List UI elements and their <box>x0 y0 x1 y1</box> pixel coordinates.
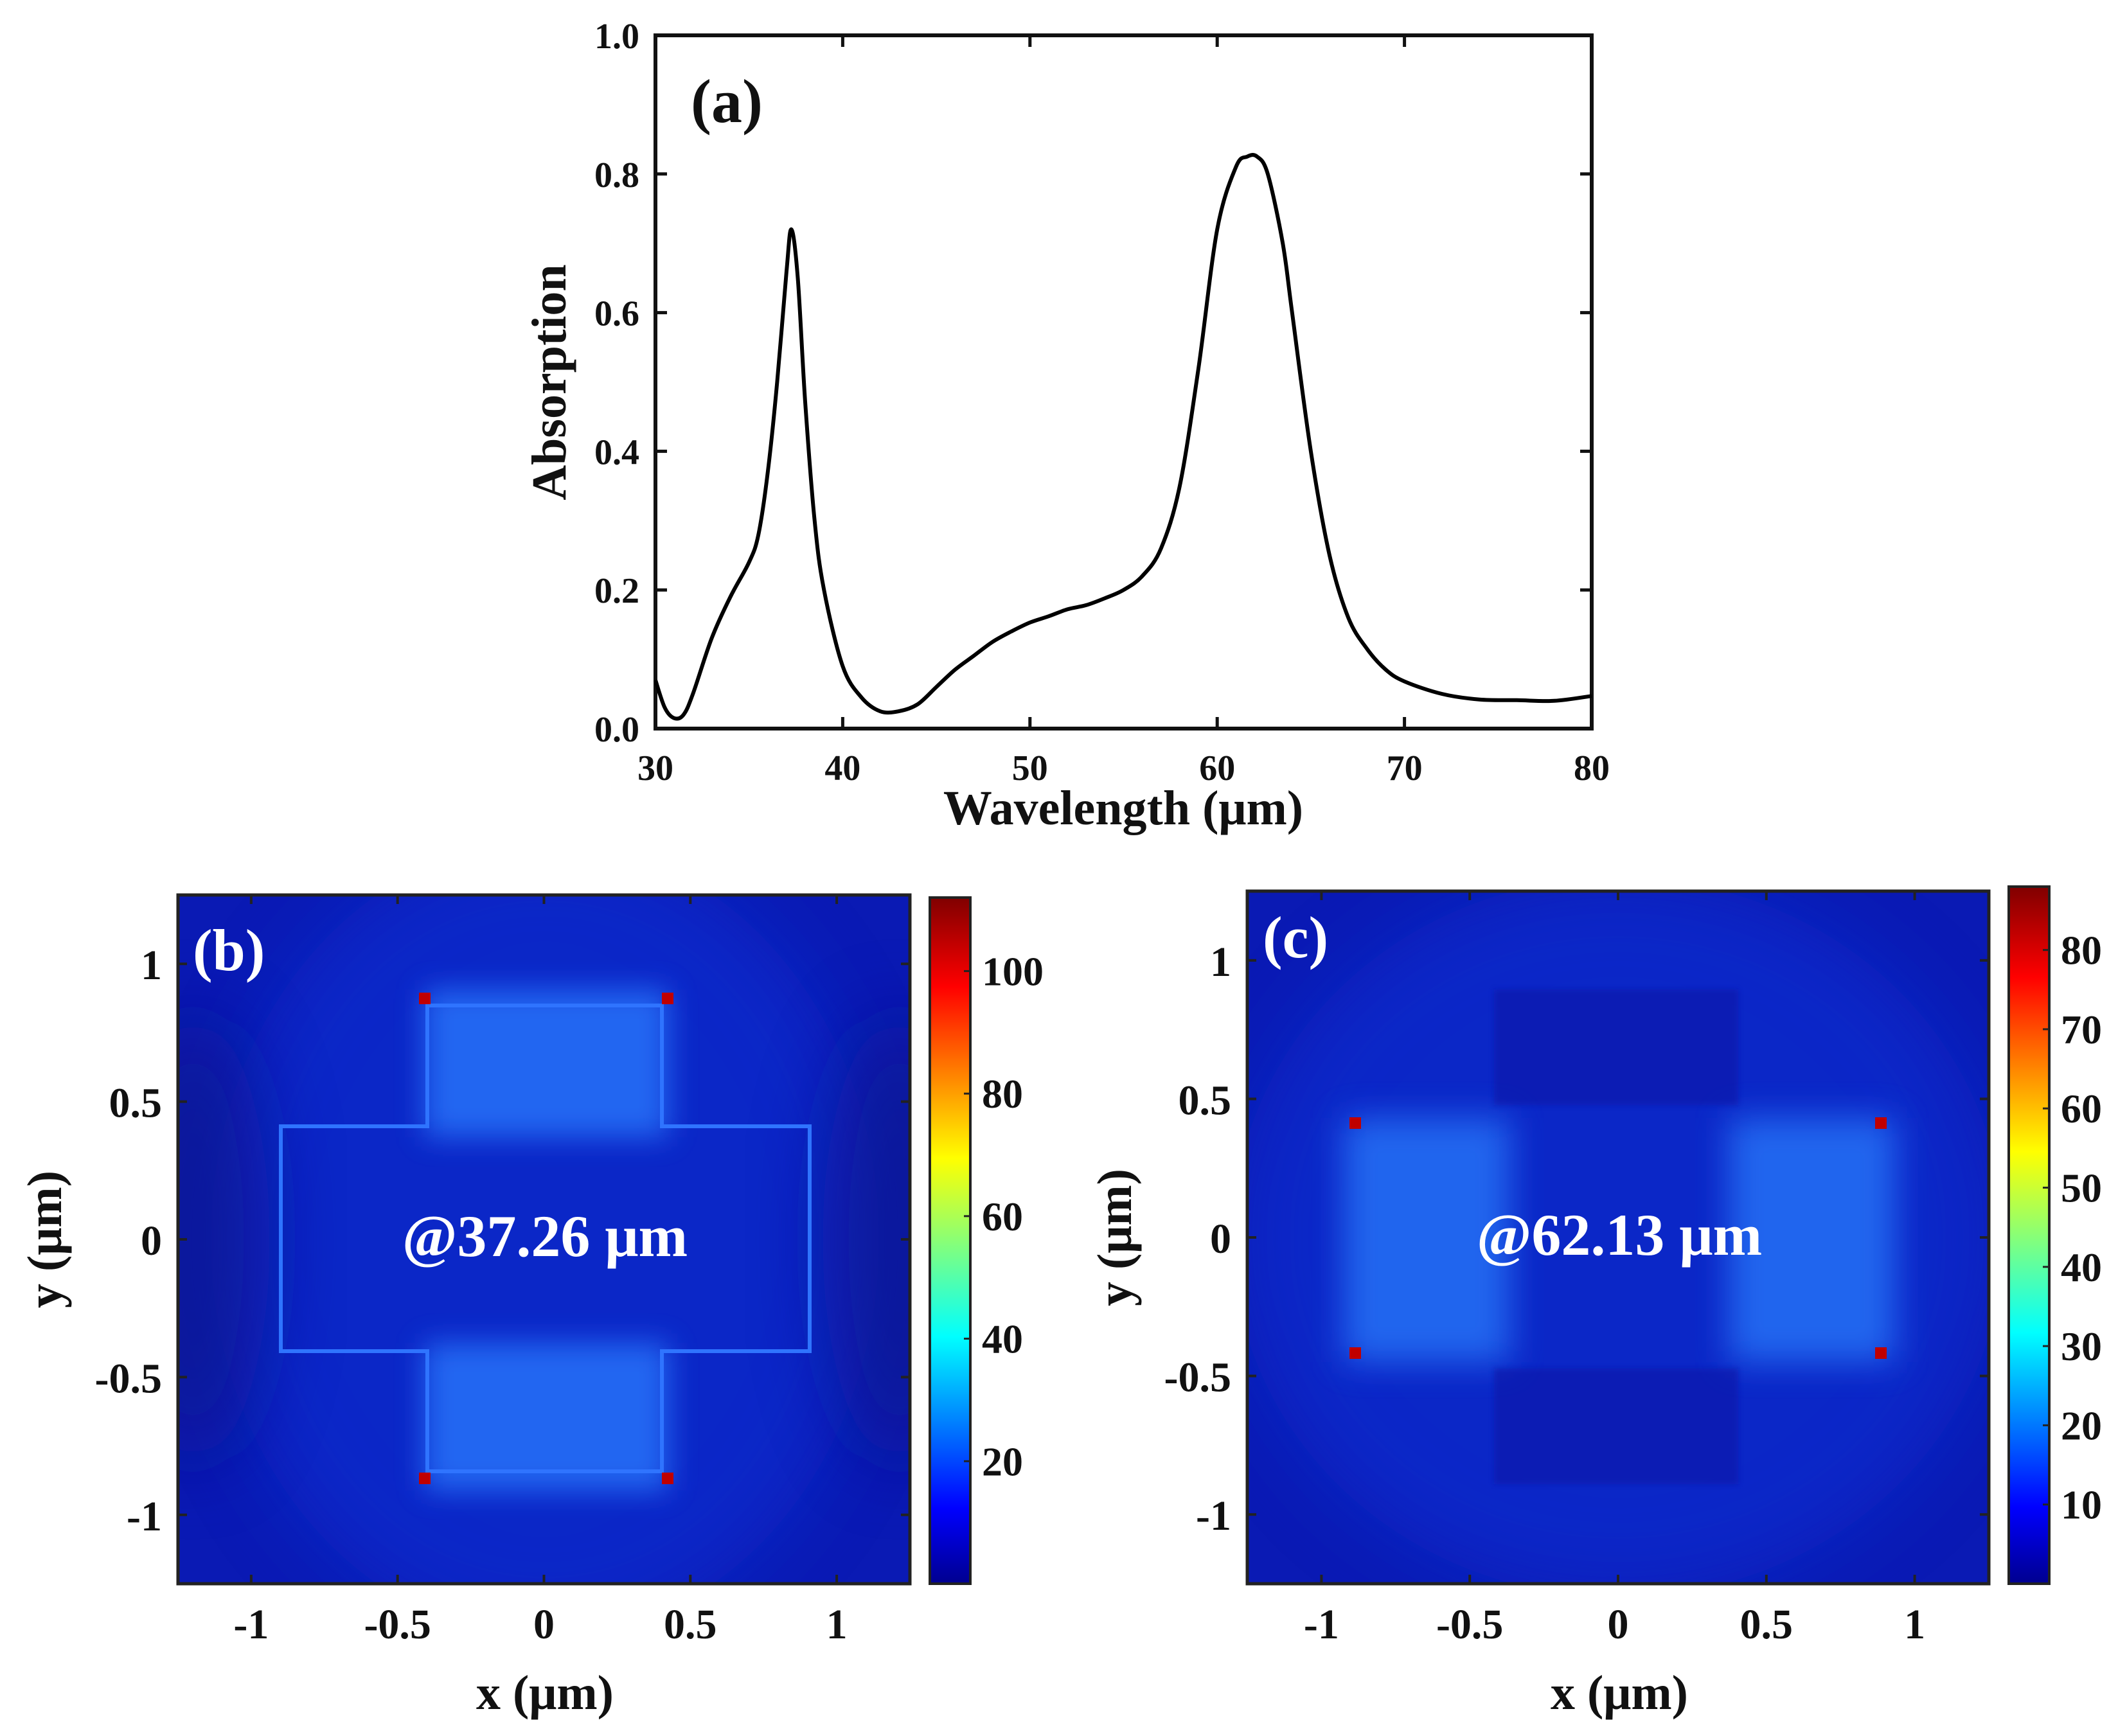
panel-a-tick-labels: 30 40 50 60 70 80 0.0 0.2 0.4 0.6 0.8 1.0 <box>594 17 1610 788</box>
panel-a-xtick-label: 80 <box>1574 748 1610 788</box>
panel-b-xtick-label: -0.5 <box>364 1601 431 1648</box>
panel-b-cbar-tick-label: 20 <box>982 1439 1023 1484</box>
panel-a-xtick-label: 50 <box>1012 748 1048 788</box>
panel-c-cbar-tick-label: 60 <box>2061 1086 2102 1131</box>
panel-a-xtick-label: 60 <box>1199 748 1235 788</box>
panel-c-heatmap: -1 -0.5 0 0.5 1 -1 -0.5 0 0.5 1 (c) @62.13 μm x (… <box>1088 885 2102 1720</box>
panel-b-ylabel: y (μm) <box>18 1171 72 1308</box>
panel-b-colorbar <box>929 896 972 1585</box>
panel-a-xtick-label: 40 <box>824 748 860 788</box>
panel-c-xtick-label: 1 <box>1904 1601 1925 1648</box>
panel-b-cbar-tick-label: 80 <box>982 1071 1023 1117</box>
panel-b-cbar-tick-label: 100 <box>982 948 1044 994</box>
panel-c-cbar-tick-label: 40 <box>2061 1244 2102 1290</box>
panel-c-cbar-tick-label: 70 <box>2061 1007 2102 1052</box>
panel-c-ytick-label: -0.5 <box>1164 1354 1231 1401</box>
panel-b-ytick-label: 0.5 <box>109 1080 163 1127</box>
panel-b-ticks <box>178 895 910 1584</box>
panel-c-colorbar <box>2007 885 2051 1585</box>
panel-a-ytick-label: 0.2 <box>594 571 639 611</box>
panel-a-ytick-label: 0.0 <box>594 710 639 750</box>
panel-c-colorbar-ticks: 10 20 30 40 50 60 70 80 <box>2043 928 2102 1528</box>
panel-b-ytick-label: -0.5 <box>95 1355 162 1402</box>
panel-b-cbar-tick-label: 60 <box>982 1194 1023 1239</box>
panel-b-colorbar-ticks: 20 40 60 80 100 <box>964 948 1044 1484</box>
panel-c-ytick-label: 0.5 <box>1179 1077 1232 1124</box>
panel-b-ytick-label: 1 <box>141 942 162 989</box>
absorption-curve <box>654 153 1592 721</box>
panel-b-ytick-label: 0 <box>141 1218 162 1264</box>
panel-c-cbar-tick-label: 30 <box>2061 1324 2102 1369</box>
panel-c-cbar-tick-label: 10 <box>2061 1482 2102 1528</box>
panel-b-tick-labels: -1 -0.5 0 0.5 1 -1 -0.5 0 0.5 1 <box>95 942 848 1648</box>
panel-c-xtick-label: 0 <box>1608 1601 1629 1648</box>
panel-c-xtick-label: -1 <box>1304 1601 1339 1648</box>
panel-c-field-map <box>1247 891 1989 1584</box>
panel-b-ytick-label: -1 <box>127 1493 162 1540</box>
panel-c-ytick-label: -1 <box>1196 1492 1231 1539</box>
panel-b-heatmap: -1 -0.5 0 0.5 1 -1 -0.5 0 0.5 1 (b) @37.26 μm x (… <box>18 893 1044 1720</box>
panel-c-ticks <box>1247 891 1989 1584</box>
panel-b-label: (b) <box>193 917 265 983</box>
panel-a-ytick-label: 0.6 <box>594 294 639 334</box>
panel-c-label: (c) <box>1263 905 1328 970</box>
panel-a-ylabel: Absorption <box>522 264 576 500</box>
panel-a-xtick-label: 70 <box>1387 748 1423 788</box>
panel-c-tick-labels: -1 -0.5 0 0.5 1 -1 -0.5 0 0.5 1 <box>1164 939 1926 1648</box>
panel-a-plot-frame <box>654 33 1594 731</box>
panel-c-annotation: @62.13 μm <box>1477 1202 1762 1268</box>
panel-c-ylabel: y (μm) <box>1088 1169 1142 1306</box>
panel-b-xlabel: x (μm) <box>476 1666 614 1720</box>
panel-b-xtick-label: 0 <box>533 1601 555 1648</box>
panel-a-xtick-label: 30 <box>637 748 673 788</box>
panel-b-annotation: @37.26 μm <box>402 1203 688 1269</box>
panel-c-xlabel: x (μm) <box>1551 1666 1688 1720</box>
panel-c-ytick-label: 0 <box>1210 1216 1231 1262</box>
panel-b-xtick-label: 0.5 <box>664 1601 717 1648</box>
panel-a-ytick-label: 0.8 <box>594 155 639 195</box>
panel-b-xtick-label: 1 <box>826 1601 848 1648</box>
panel-c-cbar-tick-label: 80 <box>2061 928 2102 973</box>
panel-b-field-map <box>178 895 910 1584</box>
panel-b-xtick-label: -1 <box>233 1601 269 1648</box>
panel-b-cbar-tick-label: 40 <box>982 1316 1023 1362</box>
panel-c-cbar-tick-label: 50 <box>2061 1165 2102 1211</box>
panel-a-line-chart: 30 40 50 60 70 80 0.0 0.2 0.4 0.6 0.8 1.0 (a) Wavel… <box>522 17 1610 835</box>
panel-a-label: (a) <box>691 67 763 136</box>
panel-c-xtick-label: 0.5 <box>1740 1601 1793 1648</box>
panel-c-xtick-label: -0.5 <box>1436 1601 1503 1648</box>
panel-a-ytick-label: 0.4 <box>594 432 639 472</box>
panel-a-xlabel: Wavelength (μm) <box>943 781 1303 835</box>
panel-c-cbar-tick-label: 20 <box>2061 1403 2102 1448</box>
panel-a-ticks <box>654 33 1594 731</box>
panel-c-ytick-label: 1 <box>1210 939 1231 986</box>
panel-a-ytick-label: 1.0 <box>594 17 639 57</box>
